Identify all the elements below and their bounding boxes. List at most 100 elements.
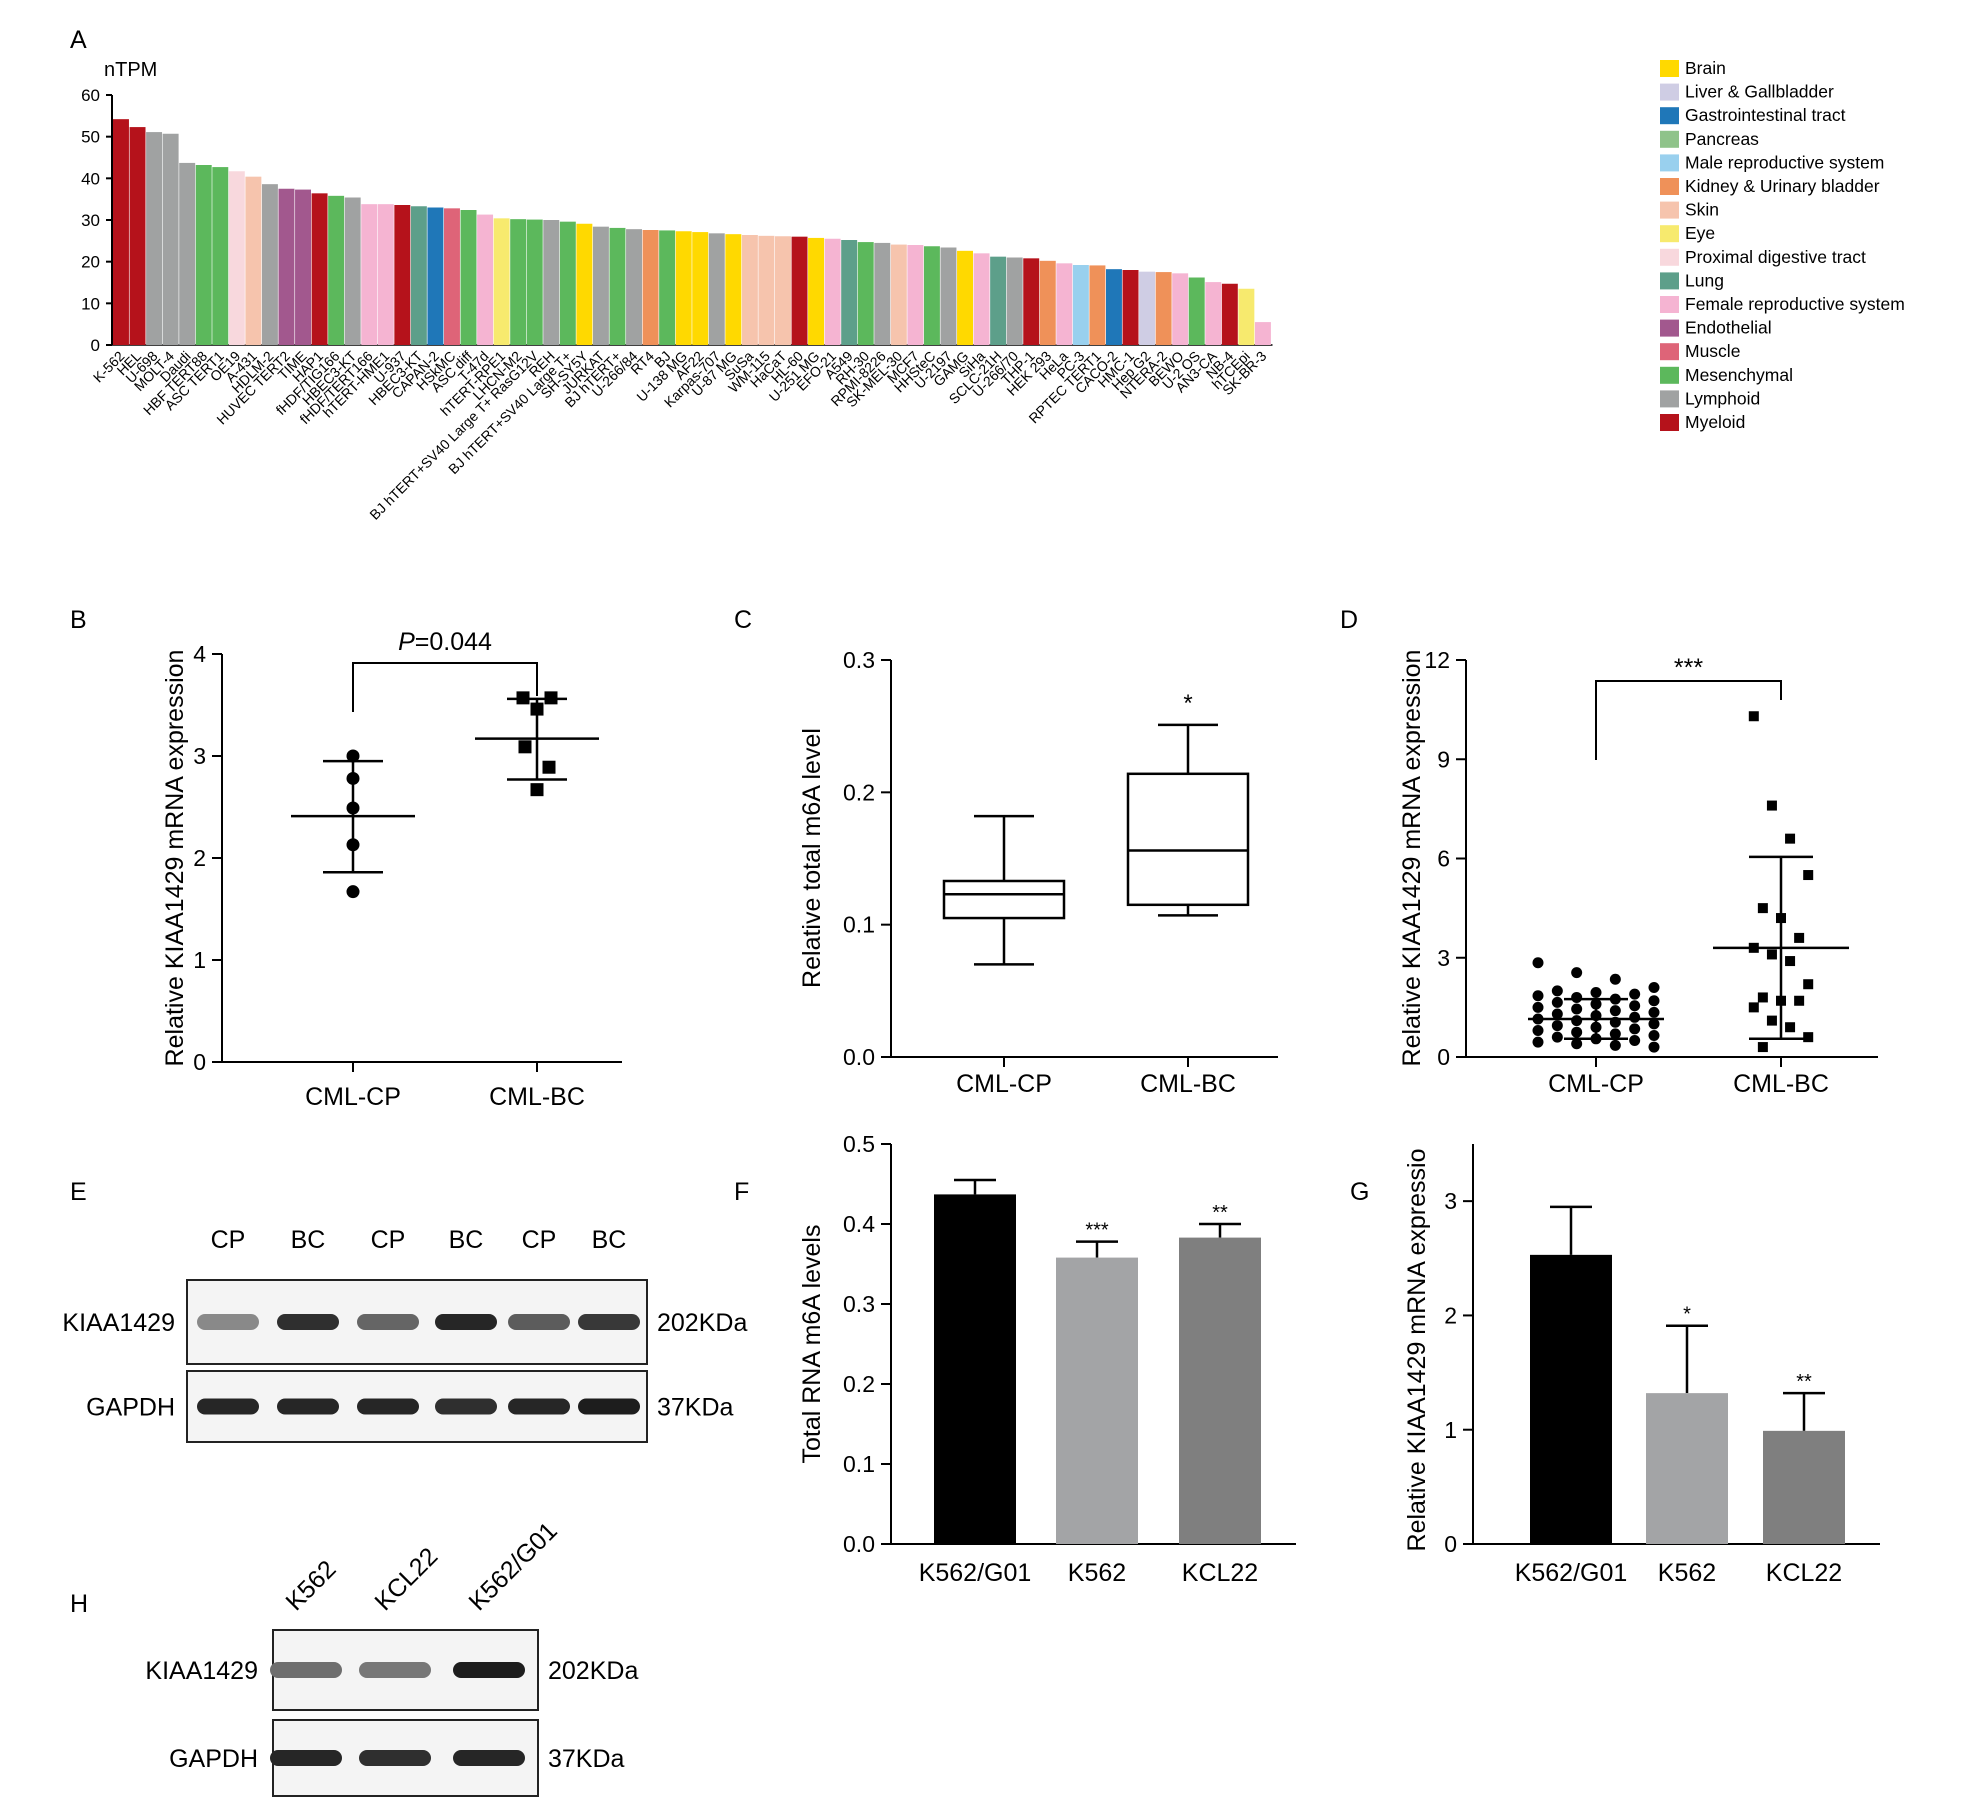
panel-a-bar — [328, 195, 345, 345]
panel-f-x-tick-label: K562/G01 — [919, 1559, 1032, 1587]
panel-a-bar — [609, 227, 626, 345]
panel-c-box — [1126, 772, 1250, 907]
panel-a-bar — [129, 127, 146, 345]
panel-a-bar — [311, 193, 328, 345]
panel-a-legend-label: Mesenchymal — [1685, 365, 1793, 385]
panel-f-bar — [1179, 1237, 1261, 1544]
panel-a-bar — [278, 188, 295, 345]
panel-d-data-point — [1571, 991, 1583, 1003]
panel-a-bar — [427, 207, 444, 345]
panel-a-y-tick-label: 0 — [91, 336, 100, 355]
panel-d-data-point — [1532, 1025, 1544, 1037]
panel-a-bar — [907, 245, 924, 345]
panel-a-bar — [113, 119, 129, 346]
panel-d-y-tick-label: 12 — [1424, 647, 1450, 673]
panel-a-bar — [990, 256, 1007, 345]
panel-d-data-point — [1648, 1029, 1660, 1041]
panel-d-data-point — [1748, 711, 1759, 722]
panel-d-data-point — [1785, 833, 1796, 844]
panel-b-data-point — [530, 702, 544, 716]
panel-a-bar — [824, 238, 841, 345]
panel-a-legend-swatch — [1660, 366, 1679, 384]
panel-a-legend-label: Myeloid — [1685, 412, 1745, 432]
panel-a-legend-swatch — [1660, 178, 1679, 195]
panel-e-band — [277, 1398, 339, 1415]
panel-a-legend-label: Female reproductive system — [1685, 294, 1905, 314]
panel-d-data-point — [1629, 1000, 1641, 1012]
panel-b-data-point — [518, 740, 532, 754]
panel-a-bar — [1155, 272, 1172, 345]
panel-a-legend-label: Male reproductive system — [1685, 152, 1884, 172]
panel-b-y-tick-label: 2 — [193, 845, 206, 871]
panel-d-data-point — [1532, 1001, 1544, 1013]
panel-a-legend-label: Eye — [1685, 223, 1715, 243]
panel-d-data-point — [1648, 995, 1660, 1007]
panel-e-lane-label: BC — [592, 1226, 627, 1254]
panel-d-data-point — [1785, 956, 1796, 967]
panel-d-data-point — [1803, 979, 1814, 990]
panel-a-legend-label: Muscle — [1685, 341, 1740, 361]
panel-a-bar — [493, 218, 510, 345]
panel-a-bar — [973, 253, 990, 345]
panel-e-band — [508, 1398, 570, 1415]
panel-b-y-tick-label: 3 — [193, 743, 206, 769]
panel-h-band — [359, 1750, 431, 1766]
panel-h-band — [270, 1662, 342, 1678]
panel-d-data-point — [1551, 1008, 1563, 1020]
panel-a-bar — [841, 240, 858, 345]
panel-a-bar — [460, 210, 477, 345]
panel-g-bar — [1646, 1393, 1728, 1544]
panel-a-bar — [1254, 322, 1271, 345]
panel-b-data-point — [346, 885, 360, 899]
panel-h-band — [453, 1662, 525, 1678]
panel-a-legend-swatch — [1660, 296, 1679, 313]
panel-a-legend-swatch — [1660, 319, 1679, 337]
panel-a-y-tick-label: 10 — [81, 294, 100, 313]
panel-g-bar-chart: 0 1 2 3 Relative KIAA1429 mRNA expressio K562… — [1403, 1144, 1880, 1587]
panel-h-band — [270, 1750, 342, 1766]
panel-label-c: C — [734, 606, 752, 634]
panel-a-bar — [675, 231, 692, 345]
panel-a-bar — [1072, 265, 1089, 345]
panel-a-legend-swatch — [1660, 83, 1679, 101]
panel-b-x-tick-label: CML-BC — [489, 1083, 585, 1111]
panel-d-data-point — [1766, 949, 1777, 960]
panel-a-bar — [923, 246, 940, 345]
panel-a-bar — [1221, 283, 1238, 345]
panel-a-bar — [295, 189, 311, 345]
panel-d-x-tick-label: CML-CP — [1548, 1070, 1644, 1098]
panel-a-legend-swatch — [1660, 60, 1679, 77]
panel-a-bar — [1056, 263, 1073, 345]
panel-f-bar — [934, 1194, 1016, 1544]
panel-f-y-tick-label: 0.5 — [843, 1131, 875, 1157]
panel-a-bar — [1023, 258, 1040, 345]
panel-d-data-point — [1609, 1028, 1621, 1040]
panel-a-legend-label: Liver & Gallbladder — [1685, 82, 1834, 102]
panel-a-legend-swatch — [1660, 201, 1679, 219]
panel-a-legend-label: Brain — [1685, 58, 1726, 78]
panel-d-y-axis-title: Relative KIAA1429 mRNA expression — [1398, 650, 1426, 1067]
panel-a-bar — [146, 132, 163, 345]
panel-e-band — [357, 1398, 419, 1415]
panel-d-data-point — [1551, 1020, 1563, 1032]
panel-d-data-point — [1629, 1023, 1641, 1035]
panel-g-y-tick-label: 2 — [1444, 1302, 1457, 1328]
panel-d-data-point — [1551, 1031, 1563, 1043]
panel-d-data-point — [1571, 1003, 1583, 1015]
panel-label-e: E — [70, 1178, 87, 1206]
panel-g-x-tick-label: KCL22 — [1766, 1559, 1842, 1587]
panel-h-western-blot: K562 KCL22 K562/G01 KIAA1429 202KDa GAPDH 37KD… — [145, 1517, 638, 1797]
panel-d-scatter-chart: 0 3 6 9 12 CML-CP CML-BC Relative KIAA1429 mRNA… — [1398, 647, 1878, 1098]
panel-b-data-point — [530, 783, 544, 797]
panel-g-y-axis-title: Relative KIAA1429 mRNA expressio — [1403, 1149, 1431, 1552]
panel-b-y-tick-label: 4 — [193, 641, 206, 667]
panel-g-x-tick-label: K562/G01 — [1515, 1559, 1628, 1587]
panel-b-data-point — [346, 771, 360, 785]
panel-c-box-chart: 0.0 0.1 0.2 0.3 CML-CP CML-BC Relative total m… — [798, 647, 1278, 1098]
panel-a-bar — [245, 176, 262, 345]
panel-e-band — [578, 1314, 640, 1330]
panel-d-data-point — [1803, 1032, 1814, 1043]
panel-d-data-point — [1648, 982, 1660, 994]
panel-h-lane-label: K562/G01 — [463, 1517, 562, 1616]
panel-a-legend-label: Lymphoid — [1685, 388, 1760, 408]
